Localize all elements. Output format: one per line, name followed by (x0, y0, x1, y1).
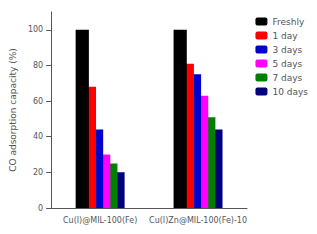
svg-text:100: 100 (28, 25, 43, 34)
svg-text:60: 60 (33, 97, 43, 106)
svg-text:5 days: 5 days (272, 59, 302, 69)
svg-text:Cu(I)Zn@MIL-100(Fe)-10: Cu(I)Zn@MIL-100(Fe)-10 (149, 216, 247, 225)
svg-text:80: 80 (33, 61, 43, 70)
svg-text:CO adsorption capacity (%): CO adsorption capacity (%) (8, 48, 18, 172)
svg-text:Cu(I)@MIL-100(Fe): Cu(I)@MIL-100(Fe) (63, 216, 137, 225)
svg-text:1 day: 1 day (272, 31, 298, 41)
svg-text:7 days: 7 days (272, 73, 302, 83)
svg-text:3 days: 3 days (272, 45, 302, 55)
svg-text:20: 20 (33, 168, 43, 177)
svg-text:Freshly: Freshly (272, 17, 304, 27)
svg-text:0: 0 (38, 204, 43, 213)
svg-text:10 days: 10 days (272, 87, 308, 97)
svg-text:40: 40 (33, 132, 43, 141)
